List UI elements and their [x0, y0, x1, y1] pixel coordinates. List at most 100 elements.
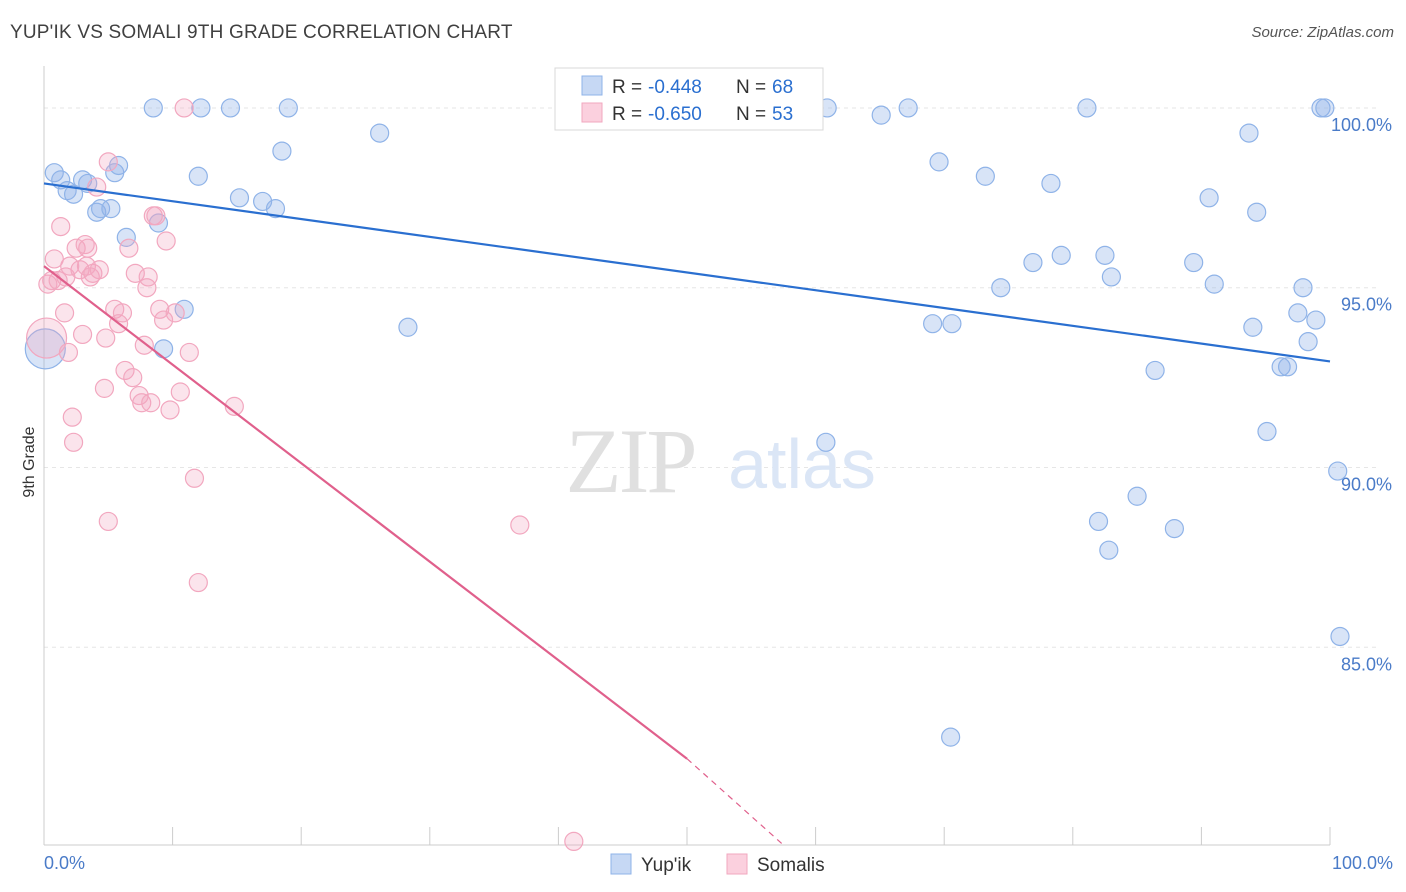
somalis-point: [129, 385, 149, 406]
yupik-point: [153, 339, 174, 359]
yupik-point: [1306, 310, 1326, 330]
somalis-big-point: [25, 317, 68, 359]
somalis-point: [78, 238, 98, 258]
somalis-point: [160, 400, 180, 420]
yupik-point: [1023, 252, 1043, 273]
yupik-point: [1077, 98, 1097, 118]
somalis-point: [98, 152, 118, 172]
somalis-point: [96, 328, 116, 348]
yupik-point: [1099, 540, 1119, 560]
yupik-point: [1127, 486, 1147, 506]
somalis-point: [150, 299, 170, 319]
somalis-point: [141, 393, 161, 413]
yupik-points: [24, 98, 1350, 747]
yupik-big-point: [24, 328, 66, 370]
somalis-trend-line-extension: [686, 758, 784, 846]
somalis-point: [94, 378, 115, 398]
yupik-point: [220, 98, 241, 118]
somalis-point: [123, 368, 143, 388]
stats-n-label-somalis: N =: [736, 104, 766, 125]
somalis-point: [60, 256, 80, 276]
yupik-point: [188, 166, 208, 186]
yupik-point: [1243, 317, 1263, 337]
yupik-point: [1101, 267, 1121, 287]
somalis-point: [51, 217, 71, 237]
series-legend: Yup'ik Somalis: [610, 853, 825, 876]
somalis-point: [119, 238, 139, 258]
yupik-point: [991, 278, 1011, 298]
yupik-point: [1051, 245, 1071, 265]
chart-title: YUP'IK VS SOMALI 9TH GRADE CORRELATION C…: [10, 22, 513, 43]
somalis-trend-line: [43, 265, 688, 760]
yupik-point: [1328, 461, 1348, 481]
y-tick-label: 90.0%: [1341, 474, 1392, 494]
yupik-point: [1288, 303, 1308, 323]
yupik-point: [108, 155, 129, 176]
yupik-point: [1041, 173, 1061, 194]
yupik-point: [1330, 626, 1350, 647]
somalis-point: [87, 177, 107, 197]
yupik-point: [1247, 202, 1267, 222]
somalis-point: [63, 432, 84, 452]
somalis-point: [62, 407, 82, 427]
y-tick-label: 95.0%: [1341, 295, 1392, 315]
yupik-trend-line: [43, 182, 1331, 363]
stats-n-value-somalis: 53: [772, 104, 793, 125]
stats-r-value-yupik: -0.448: [648, 77, 702, 98]
yupik-point: [929, 152, 949, 172]
somalis-point: [156, 231, 176, 251]
somalis-point: [564, 831, 584, 852]
axes: [43, 66, 1331, 846]
yupik-point: [942, 314, 962, 334]
yupik-point: [816, 432, 836, 452]
somalis-point: [112, 303, 133, 323]
grid-lines: [44, 107, 1380, 648]
yupik-point: [63, 184, 84, 204]
yupik-point: [90, 199, 111, 219]
somalis-point: [153, 310, 174, 330]
somalis-point: [98, 511, 118, 532]
somalis-point: [83, 263, 103, 283]
yupik-point: [1257, 421, 1277, 442]
somalis-point: [510, 515, 530, 535]
stats-r-value-somalis: -0.650: [648, 104, 702, 125]
somalis-point: [170, 382, 190, 402]
somalis-point: [89, 260, 109, 280]
stats-legend: R = -0.448 N = 68 R = -0.650 N = 53: [554, 67, 824, 131]
yupik-point: [975, 166, 995, 186]
yupik-point: [1271, 357, 1291, 377]
yupik-point: [898, 98, 918, 118]
yupik-point: [1293, 278, 1313, 298]
yupik-point: [1298, 332, 1318, 352]
yupik-point: [1145, 360, 1165, 381]
tick-labels: 100.0% 95.0% 90.0% 85.0% 0.0% 100.0%: [44, 115, 1393, 873]
x-tick-label: 0.0%: [44, 853, 85, 873]
yupik-point: [1095, 245, 1115, 265]
yupik-point: [1199, 188, 1219, 208]
somalis-point: [165, 303, 185, 323]
yupik-point: [923, 314, 943, 334]
somalis-point: [179, 342, 199, 363]
yupik-point: [941, 727, 961, 747]
somalis-point: [188, 572, 208, 593]
stats-n-label-yupik: N =: [736, 77, 766, 98]
yupik-point: [871, 105, 891, 125]
yupik-point: [101, 199, 121, 219]
somalis-point: [115, 360, 135, 381]
legend-label-somalis: Somalis: [757, 855, 825, 876]
somalis-point: [58, 342, 79, 363]
yupik-point: [1204, 274, 1224, 294]
yupik-point: [398, 317, 418, 337]
somalis-point: [146, 206, 166, 226]
y-tick-label: 85.0%: [1341, 654, 1392, 674]
y-axis-title: 9th Grade: [21, 426, 38, 497]
x-tick-label: 100.0%: [1332, 853, 1393, 873]
legend-swatch-somalis: [726, 853, 748, 875]
somalis-point: [138, 267, 158, 287]
yupik-point: [1277, 357, 1298, 377]
watermark: ZIP atlas: [566, 410, 876, 512]
y-tick-label: 100.0%: [1331, 115, 1392, 135]
yupik-point: [1184, 252, 1204, 273]
chart-source: Source: ZipAtlas.com: [1251, 24, 1394, 41]
